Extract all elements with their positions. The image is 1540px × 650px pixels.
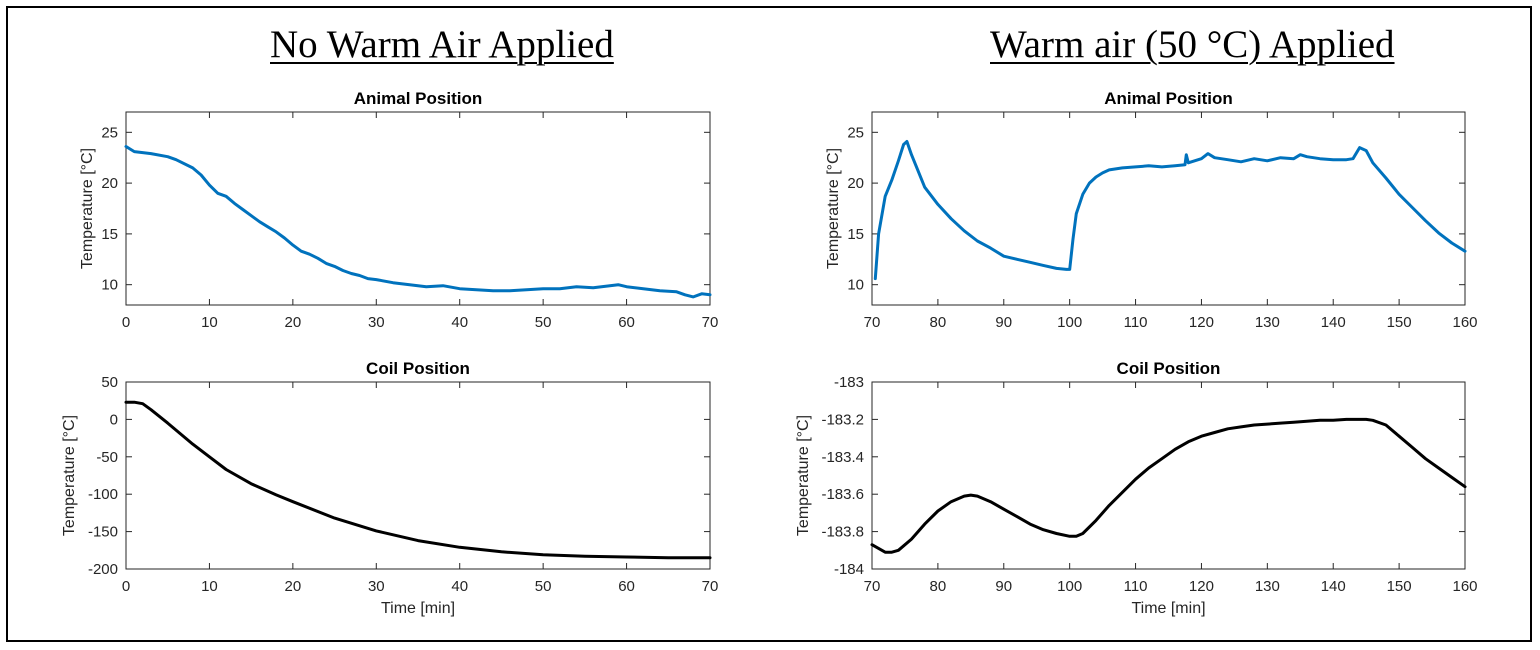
x-tick-label: 130 [1255, 314, 1280, 331]
x-tick-label: 120 [1189, 314, 1214, 331]
y-axis-label: Temperature [°C] [61, 415, 78, 536]
y-tick-label: 25 [847, 124, 864, 141]
chart-title: Animal Position [354, 89, 482, 108]
chart-title: Coil Position [366, 359, 470, 378]
x-tick-label: 50 [535, 314, 552, 331]
y-tick-label: 0 [110, 411, 118, 428]
plot-area [871, 111, 1466, 306]
left-panel-title: No Warm Air Applied [270, 23, 614, 66]
x-tick-label: 50 [535, 578, 552, 595]
series-line [873, 140, 1467, 281]
x-axis-label: Time [min] [381, 600, 455, 617]
x-tick-label: 70 [864, 578, 881, 595]
y-tick-label: -183.8 [821, 524, 864, 541]
y-tick-label: -184 [834, 561, 864, 578]
y-tick-label: 15 [847, 226, 864, 243]
x-tick-label: 150 [1387, 314, 1412, 331]
y-tick-label: 25 [101, 124, 118, 141]
x-tick-label: 80 [930, 578, 947, 595]
series-line [124, 400, 712, 560]
x-tick-label: 60 [618, 578, 635, 595]
y-tick-label: -200 [88, 561, 118, 578]
chart-left-coil-position: 0 10 20 30 40 50 60 70 -200 -150 -100 -50 0 50 Coil Po… [61, 359, 718, 617]
x-tick-label: 160 [1452, 314, 1477, 331]
chart-left-animal-position: 0 10 20 30 40 50 60 70 10 15 20 25 Animal Position Te… [79, 89, 718, 331]
x-tick-label: 0 [122, 578, 130, 595]
y-axis-label: Temperature [°C] [79, 148, 96, 269]
y-tick-label: -183 [834, 374, 864, 391]
x-tick-label: 20 [285, 578, 302, 595]
series-line [870, 417, 1467, 554]
plot-area [871, 381, 1466, 570]
x-tick-label: 30 [368, 314, 385, 331]
x-tick-label: 110 [1124, 578, 1148, 595]
x-tick-label: 60 [618, 314, 635, 331]
series-line [124, 145, 712, 299]
y-tick-label: -183.4 [821, 449, 864, 466]
y-axis-label: Temperature [°C] [795, 415, 812, 536]
right-panel-title: Warm air (50 °C) Applied [990, 23, 1395, 66]
x-tick-label: 0 [122, 314, 130, 331]
y-tick-label: -100 [88, 486, 118, 503]
y-tick-label: -50 [96, 449, 118, 466]
x-tick-label: 40 [451, 578, 468, 595]
x-tick-label: 160 [1452, 578, 1477, 595]
x-tick-label: 10 [201, 578, 218, 595]
x-tick-label: 150 [1387, 578, 1412, 595]
x-axis-label: Time [min] [1131, 600, 1205, 617]
y-tick-label: 10 [847, 277, 864, 294]
chart-title: Coil Position [1117, 359, 1221, 378]
x-tick-label: 100 [1057, 314, 1082, 331]
y-axis-label: Temperature [°C] [825, 148, 842, 269]
y-tick-label: 10 [101, 277, 118, 294]
x-tick-label: 70 [702, 578, 719, 595]
x-tick-label: 70 [864, 314, 881, 331]
y-tick-label: 50 [101, 374, 118, 391]
x-tick-label: 140 [1321, 578, 1346, 595]
x-tick-label: 20 [285, 314, 302, 331]
y-tick-label: 15 [101, 226, 118, 243]
chart-title: Animal Position [1104, 89, 1232, 108]
x-tick-label: 90 [995, 578, 1012, 595]
x-tick-label: 80 [930, 314, 947, 331]
y-tick-label: -183.6 [821, 486, 864, 503]
y-tick-label: -183.2 [821, 411, 864, 428]
x-tick-label: 30 [368, 578, 385, 595]
x-tick-label: 140 [1321, 314, 1346, 331]
x-tick-label: 40 [451, 314, 468, 331]
x-tick-label: 10 [201, 314, 218, 331]
x-tick-label: 90 [995, 314, 1012, 331]
y-tick-label: 20 [101, 175, 118, 192]
chart-right-animal-position: 70 80 90 100 110 120 130 140 150 160 10 15 20 25 Anima… [825, 89, 1478, 331]
plot-area [125, 381, 711, 570]
x-tick-label: 130 [1255, 578, 1280, 595]
chart-right-coil-position: 70 80 90 100 110 120 130 140 150 160 -184 -183.8 -18… [795, 359, 1478, 617]
y-tick-label: -150 [88, 524, 118, 541]
x-tick-label: 100 [1057, 578, 1082, 595]
x-tick-label: 120 [1189, 578, 1214, 595]
x-tick-label: 110 [1124, 314, 1148, 331]
y-tick-label: 20 [847, 175, 864, 192]
plot-area [125, 111, 711, 306]
x-tick-label: 70 [702, 314, 719, 331]
